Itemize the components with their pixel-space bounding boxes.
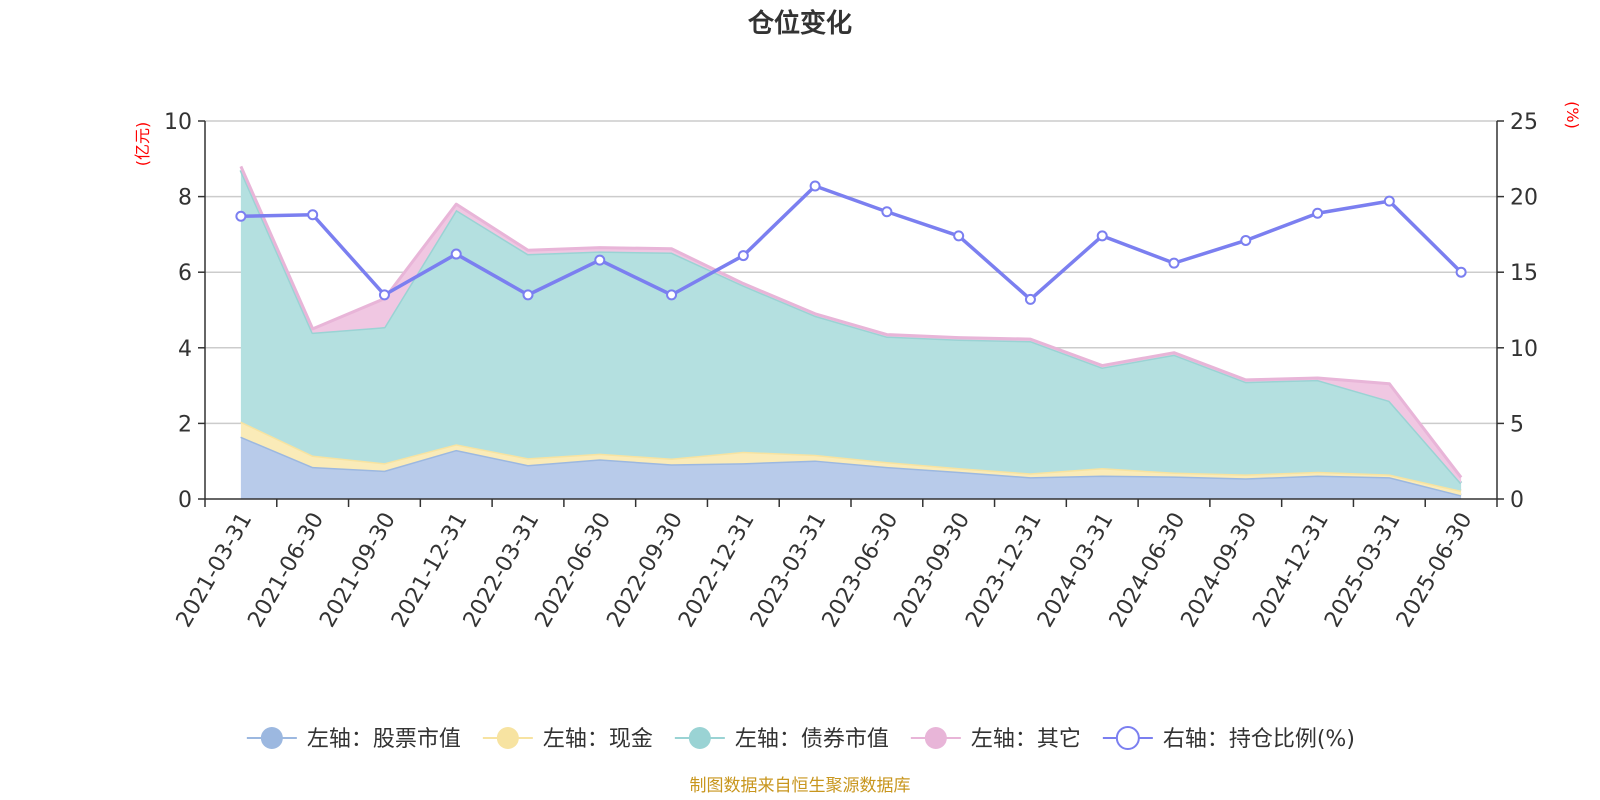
left-axis-tick-label: 2	[178, 412, 192, 437]
data-point-holding-ratio[interactable]	[378, 289, 390, 301]
legend-item[interactable]: 左轴：现金	[482, 727, 653, 752]
legend-label: 右轴：持仓比例(%)	[1163, 727, 1355, 752]
left-axis-tick-label: 10	[164, 110, 192, 135]
data-point-holding-ratio[interactable]	[1168, 257, 1180, 269]
x-axis-tick-label: 2022-06-30	[531, 509, 617, 632]
x-axis-tick-label: 2023-12-31	[961, 509, 1047, 632]
legend-label: 左轴：股票市值	[307, 727, 461, 752]
x-axis-tick-label: 2023-06-30	[818, 509, 904, 632]
stacked-areas	[239, 165, 1463, 499]
legend-item[interactable]: 左轴：其它	[910, 727, 1081, 752]
data-point-holding-ratio[interactable]	[594, 254, 606, 266]
left-axis-unit: (亿元)	[133, 122, 152, 167]
holding-ratio-line	[235, 180, 1467, 305]
chart-title: 仓位变化	[747, 8, 852, 39]
legend-marker-icon	[1115, 726, 1140, 750]
x-axis-tick-label: 2025-03-31	[1320, 509, 1406, 632]
left-axis-tick-label: 8	[178, 186, 192, 211]
right-axis-unit: (%)	[1563, 101, 1582, 129]
area-左轴：债券市值	[240, 170, 1462, 491]
data-point-holding-ratio[interactable]	[235, 210, 247, 222]
left-axis-tick-label: 0	[178, 488, 192, 513]
data-point-holding-ratio[interactable]	[1096, 230, 1108, 242]
area-edge-左轴：其它	[239, 165, 1463, 479]
x-axis-tick-label: 2023-03-31	[746, 509, 832, 632]
legend-item[interactable]: 左轴：股票市值	[246, 727, 461, 752]
right-axis-tick-label: 10	[1510, 337, 1538, 362]
x-axis-tick-label: 2021-12-31	[387, 509, 473, 632]
legend-marker-icon	[260, 727, 283, 749]
data-point-holding-ratio[interactable]	[737, 250, 749, 262]
legend-label: 左轴：债券市值	[735, 727, 889, 752]
right-axis-tick-label: 20	[1510, 186, 1538, 211]
legend-item[interactable]: 左轴：债券市值	[674, 727, 889, 752]
right-axis-tick-label: 0	[1510, 488, 1524, 513]
data-point-holding-ratio[interactable]	[809, 180, 821, 192]
data-point-holding-ratio[interactable]	[953, 230, 965, 242]
legend-marker-icon	[496, 727, 519, 749]
x-axis-tick-label: 2024-09-30	[1177, 509, 1263, 632]
x-axis-tick-label: 2021-06-30	[243, 509, 329, 632]
data-point-holding-ratio[interactable]	[881, 206, 893, 218]
data-point-holding-ratio[interactable]	[1383, 195, 1395, 207]
left-axis-tick-label: 4	[178, 337, 192, 362]
area-左轴：股票市值	[240, 436, 1462, 499]
legend-marker-icon	[688, 727, 711, 749]
series-line-holding-ratio	[240, 184, 1463, 302]
data-point-holding-ratio[interactable]	[1024, 293, 1036, 305]
x-axis-tick-label: 2025-06-30	[1392, 509, 1478, 632]
data-point-holding-ratio[interactable]	[307, 209, 319, 221]
x-axis-tick-label: 2021-03-31	[172, 509, 258, 632]
x-axis-tick-label: 2024-03-31	[1033, 509, 1119, 632]
x-axis-tick-label: 2024-12-31	[1248, 509, 1334, 632]
x-axis-tick-label: 2021-09-30	[315, 509, 401, 632]
x-axis-tick-label: 2023-09-30	[889, 509, 975, 632]
legend-marker-icon	[924, 727, 947, 749]
legend-label: 左轴：现金	[543, 727, 653, 752]
right-axis-tick-label: 25	[1510, 110, 1538, 135]
legend: 左轴：股票市值 左轴：现金 左轴：债券市值 左轴：其它 右轴：持仓比例(%)	[246, 726, 1355, 752]
legend-item[interactable]: 右轴：持仓比例(%)	[1102, 726, 1355, 752]
data-point-holding-ratio[interactable]	[522, 289, 534, 301]
left-axis-tick-label: 6	[178, 261, 192, 286]
right-axis-tick-label: 15	[1510, 261, 1538, 286]
x-axis-tick-label: 2024-06-30	[1105, 509, 1191, 632]
x-axis-tick-label: 2022-03-31	[459, 509, 545, 632]
data-point-holding-ratio[interactable]	[1455, 266, 1467, 278]
data-source-footer: 制图数据来自恒生聚源数据库	[690, 776, 911, 796]
data-point-holding-ratio[interactable]	[666, 289, 678, 301]
x-axis-tick-label: 2022-12-31	[674, 509, 760, 632]
right-axis-tick-label: 5	[1510, 412, 1524, 437]
data-point-holding-ratio[interactable]	[1312, 207, 1324, 219]
data-point-holding-ratio[interactable]	[450, 248, 462, 260]
legend-label: 左轴：其它	[971, 727, 1081, 752]
data-point-holding-ratio[interactable]	[1240, 234, 1252, 246]
x-axis-tick-label: 2022-09-30	[602, 509, 688, 632]
